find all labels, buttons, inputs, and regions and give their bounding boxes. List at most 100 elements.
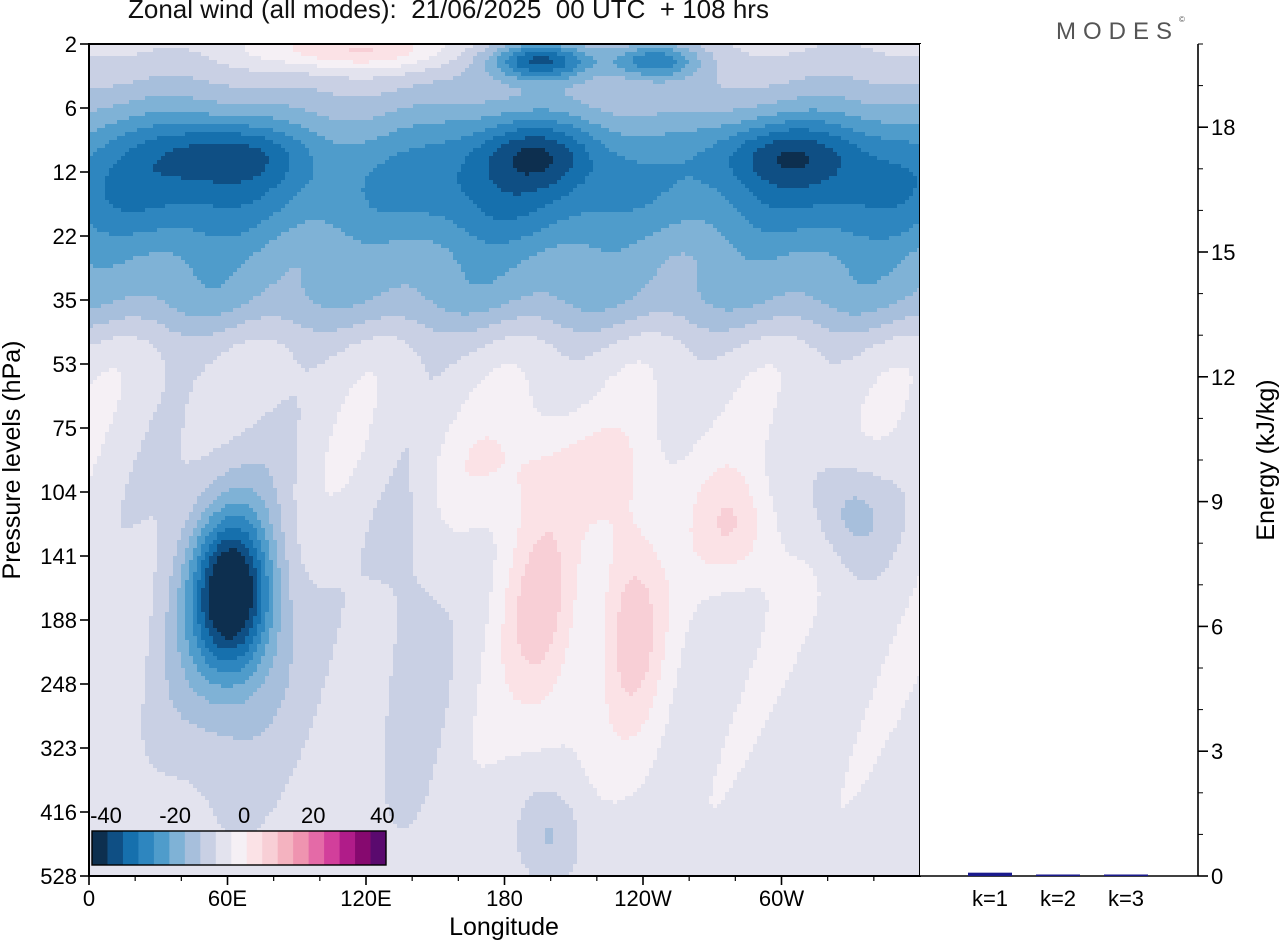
field-cell (461, 52, 466, 57)
field-cell (833, 48, 838, 53)
field-cell (717, 124, 722, 129)
field-cell (129, 128, 134, 133)
field-cell (221, 108, 226, 113)
field-cell (285, 68, 290, 73)
field-cell (441, 64, 446, 69)
field-cell (833, 132, 838, 137)
field-cell (113, 48, 118, 53)
field-cell (237, 80, 242, 85)
field-cell (881, 76, 886, 81)
field-cell (853, 84, 858, 89)
field-cell (849, 84, 854, 89)
field-cell (413, 56, 418, 61)
field-cell (637, 76, 642, 81)
field-cell (489, 120, 494, 125)
field-cell (97, 132, 102, 137)
field-cell (901, 56, 906, 61)
field-cell (341, 132, 346, 137)
field-cell (393, 80, 398, 85)
field-cell (257, 132, 262, 137)
field-cell (345, 48, 350, 53)
field-cell (153, 132, 158, 137)
field-cell (853, 128, 858, 133)
field-cell (757, 116, 762, 121)
field-cell (249, 68, 254, 73)
field-cell (253, 120, 258, 125)
field-cell (265, 88, 270, 93)
field-cell (653, 88, 658, 93)
field-cell (633, 56, 638, 61)
field-cell (573, 116, 578, 121)
field-cell (749, 136, 754, 141)
field-cell (165, 108, 170, 113)
field-cell (429, 132, 434, 137)
field-cell (597, 52, 602, 57)
field-cell (605, 84, 610, 89)
field-cell (409, 48, 414, 53)
field-cell (605, 128, 610, 133)
field-cell (529, 112, 534, 117)
field-cell (701, 104, 706, 109)
field-cell (709, 48, 714, 53)
field-cell (729, 92, 734, 97)
field-cell (93, 72, 98, 77)
field-cell (901, 88, 906, 93)
field-cell (229, 52, 234, 57)
field-cell (193, 60, 198, 65)
field-cell (393, 120, 398, 125)
field-cell (549, 124, 554, 129)
field-cell (345, 100, 350, 105)
field-cell (529, 108, 534, 113)
field-cell (481, 80, 486, 85)
field-cell (245, 128, 250, 133)
field-cell (309, 52, 314, 57)
field-cell (881, 52, 886, 57)
field-cell (213, 92, 218, 97)
field-cell (485, 52, 490, 57)
field-cell (173, 104, 178, 109)
field-cell (597, 112, 602, 117)
field-cell (889, 76, 894, 81)
field-cell (101, 104, 106, 109)
field-cell (481, 116, 486, 121)
field-cell (805, 56, 810, 61)
field-cell (325, 112, 330, 117)
field-cell (617, 64, 622, 69)
field-cell (329, 96, 334, 101)
field-cell (789, 88, 794, 93)
field-cell (261, 64, 266, 69)
field-cell (729, 56, 734, 61)
field-cell (253, 92, 258, 97)
field-cell (429, 116, 434, 121)
field-cell (481, 104, 486, 109)
field-cell (357, 68, 362, 73)
field-cell (453, 68, 458, 73)
field-cell (901, 136, 906, 141)
field-cell (341, 76, 346, 81)
field-cell (117, 112, 122, 117)
field-cell (437, 92, 442, 97)
field-cell (833, 116, 838, 121)
field-cell (357, 80, 362, 85)
field-cell (361, 132, 366, 137)
field-cell (217, 84, 222, 89)
field-cell (481, 124, 486, 129)
field-cell (301, 96, 306, 101)
field-cell (665, 72, 670, 77)
field-cell (589, 112, 594, 117)
field-cell (773, 104, 778, 109)
field-cell (681, 52, 686, 57)
field-cell (509, 52, 514, 57)
field-cell (229, 88, 234, 93)
field-cell (121, 124, 126, 129)
field-cell (409, 116, 414, 121)
field-cell (193, 76, 198, 81)
field-cell (125, 80, 130, 85)
field-cell (481, 128, 486, 133)
field-cell (793, 80, 798, 85)
field-cell (485, 80, 490, 85)
field-cell (461, 136, 466, 141)
field-cell (197, 120, 202, 125)
field-cell (713, 124, 718, 129)
field-cell (649, 112, 654, 117)
